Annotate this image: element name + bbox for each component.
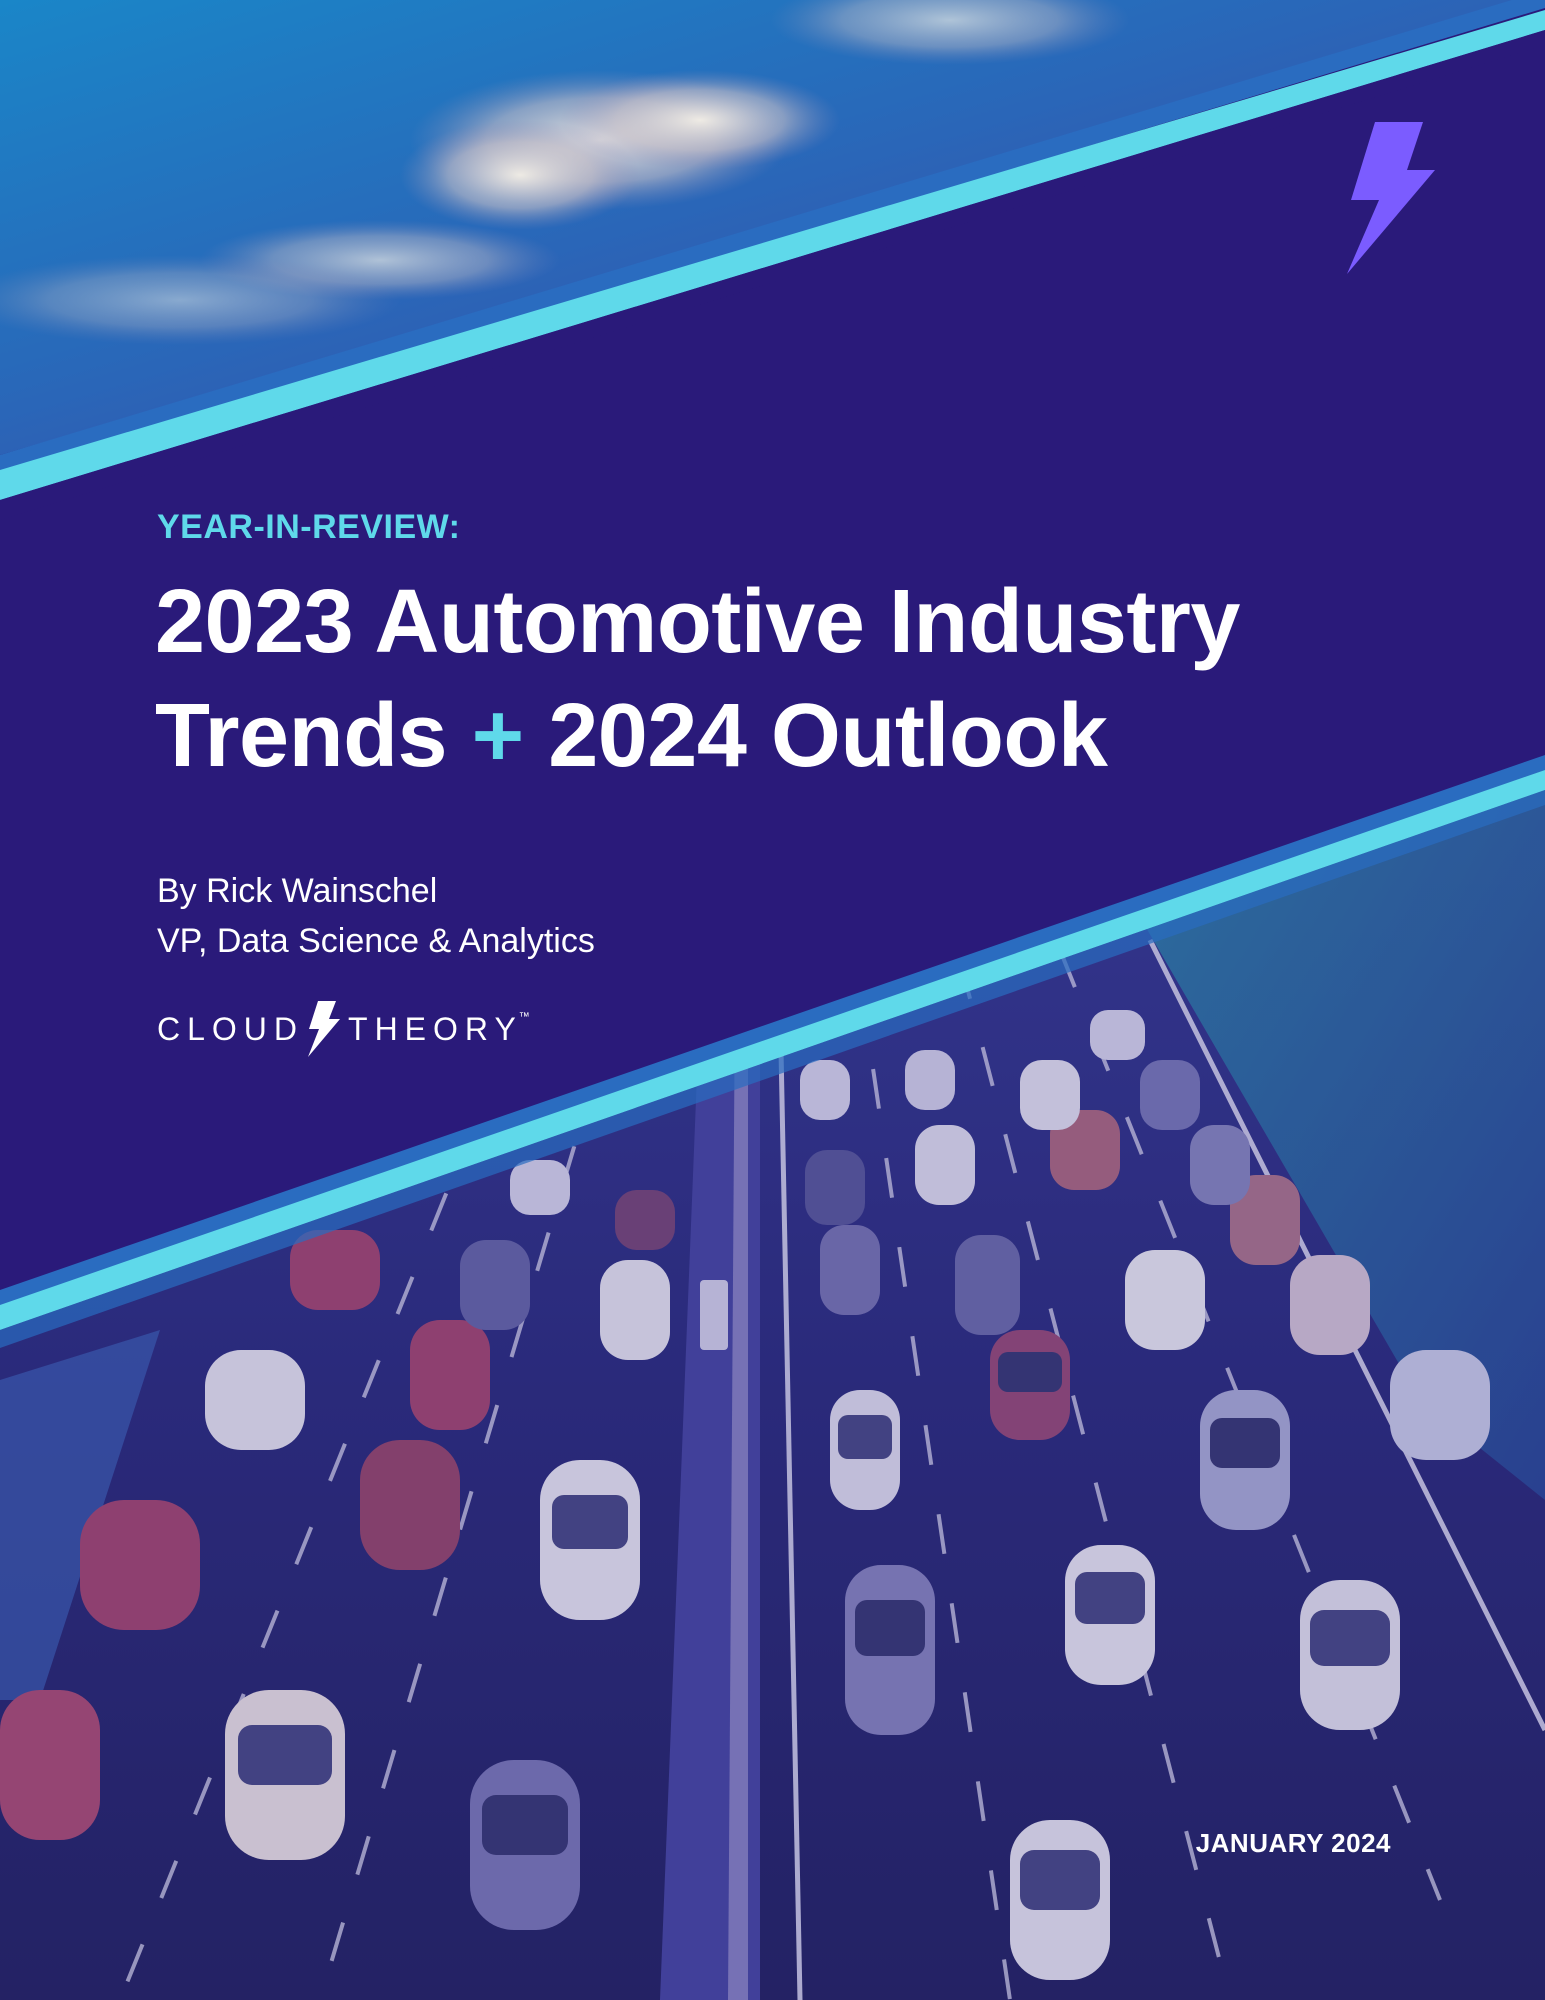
author-block: By Rick Wainschel VP, Data Science & Ana… [157,866,595,966]
eyebrow-label: YEAR-IN-REVIEW: [157,508,461,546]
title-line-1: 2023 Automotive Industry [155,572,1240,672]
logo-word-theory: THEORY [348,1010,523,1047]
lightning-bolt-icon [1347,122,1435,274]
report-title: 2023 Automotive Industry Trends + 2024 O… [155,565,1405,793]
company-logo: CLOUD THEORY ™ [157,1000,530,1058]
publication-date: JANUARY 2024 [1195,1828,1391,1858]
trademark-symbol: ™ [518,1011,530,1023]
logo-word-cloud: CLOUD [157,1010,305,1047]
logo-bolt-icon [308,1001,341,1057]
author-role: VP, Data Science & Analytics [157,922,595,960]
author-name: By Rick Wainschel [157,872,438,910]
title-line-2b: 2024 Outlook [548,686,1108,786]
title-line-2a: Trends [155,686,448,786]
title-plus: + [471,686,525,786]
